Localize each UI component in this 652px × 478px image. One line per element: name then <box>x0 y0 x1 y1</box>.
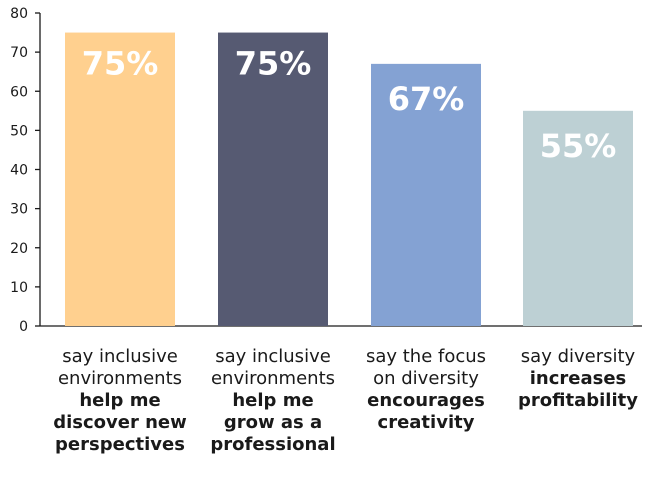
data-label-3: 67% <box>388 80 465 118</box>
y-tick-label: 60 <box>10 84 28 100</box>
category-label-4: say diversity increases profitability <box>503 346 652 412</box>
bar-3 <box>371 63 481 327</box>
category-label-emphasis: increases <box>529 368 627 389</box>
category-label-line: on diversity <box>373 368 479 389</box>
category-label-line: say inclusive <box>62 346 178 367</box>
y-tick-label: 30 <box>10 202 28 218</box>
category-label-emphasis: professional <box>210 434 336 455</box>
category-label-emphasis: creativity <box>377 412 475 433</box>
bars-group: 75% 75% 67% 55% <box>65 32 633 327</box>
data-label-2: 75% <box>235 45 312 83</box>
category-label-line: say the focus <box>365 346 487 367</box>
y-tick-label: 20 <box>10 241 28 257</box>
category-label-emphasis: encourages <box>367 390 485 411</box>
category-label-line: say diversity <box>520 346 636 367</box>
y-tick-label: 50 <box>10 123 28 139</box>
category-label-emphasis: perspectives <box>55 434 185 455</box>
category-label-2: say inclusive environments help me grow as … <box>198 346 348 456</box>
category-label-emphasis: help me <box>79 390 161 411</box>
category-label-line: environments <box>210 368 335 389</box>
y-tick-label: 70 <box>10 45 28 61</box>
category-label-3: say the focus on diversity encourages creat… <box>351 346 501 434</box>
category-label-emphasis: profitability <box>518 390 638 411</box>
y-tick-label: 0 <box>19 319 28 335</box>
category-label-line: environments <box>57 368 182 389</box>
y-tick-label: 80 <box>10 6 28 22</box>
data-label-1: 75% <box>82 45 159 83</box>
category-label-emphasis: help me <box>232 390 314 411</box>
data-label-4: 55% <box>540 127 617 165</box>
bar-4 <box>523 110 633 326</box>
category-label-emphasis: discover new <box>53 412 187 433</box>
bar-1 <box>65 32 175 326</box>
y-axis: 0 10 20 30 40 50 60 70 80 <box>10 6 642 335</box>
category-label-line: say inclusive <box>215 346 331 367</box>
y-tick-label: 40 <box>10 163 28 179</box>
category-label-emphasis: grow as a <box>223 412 323 433</box>
y-tick-label: 10 <box>10 280 28 296</box>
category-label-1: say inclusive environments help me discover… <box>45 346 195 456</box>
bar-2 <box>218 32 328 326</box>
